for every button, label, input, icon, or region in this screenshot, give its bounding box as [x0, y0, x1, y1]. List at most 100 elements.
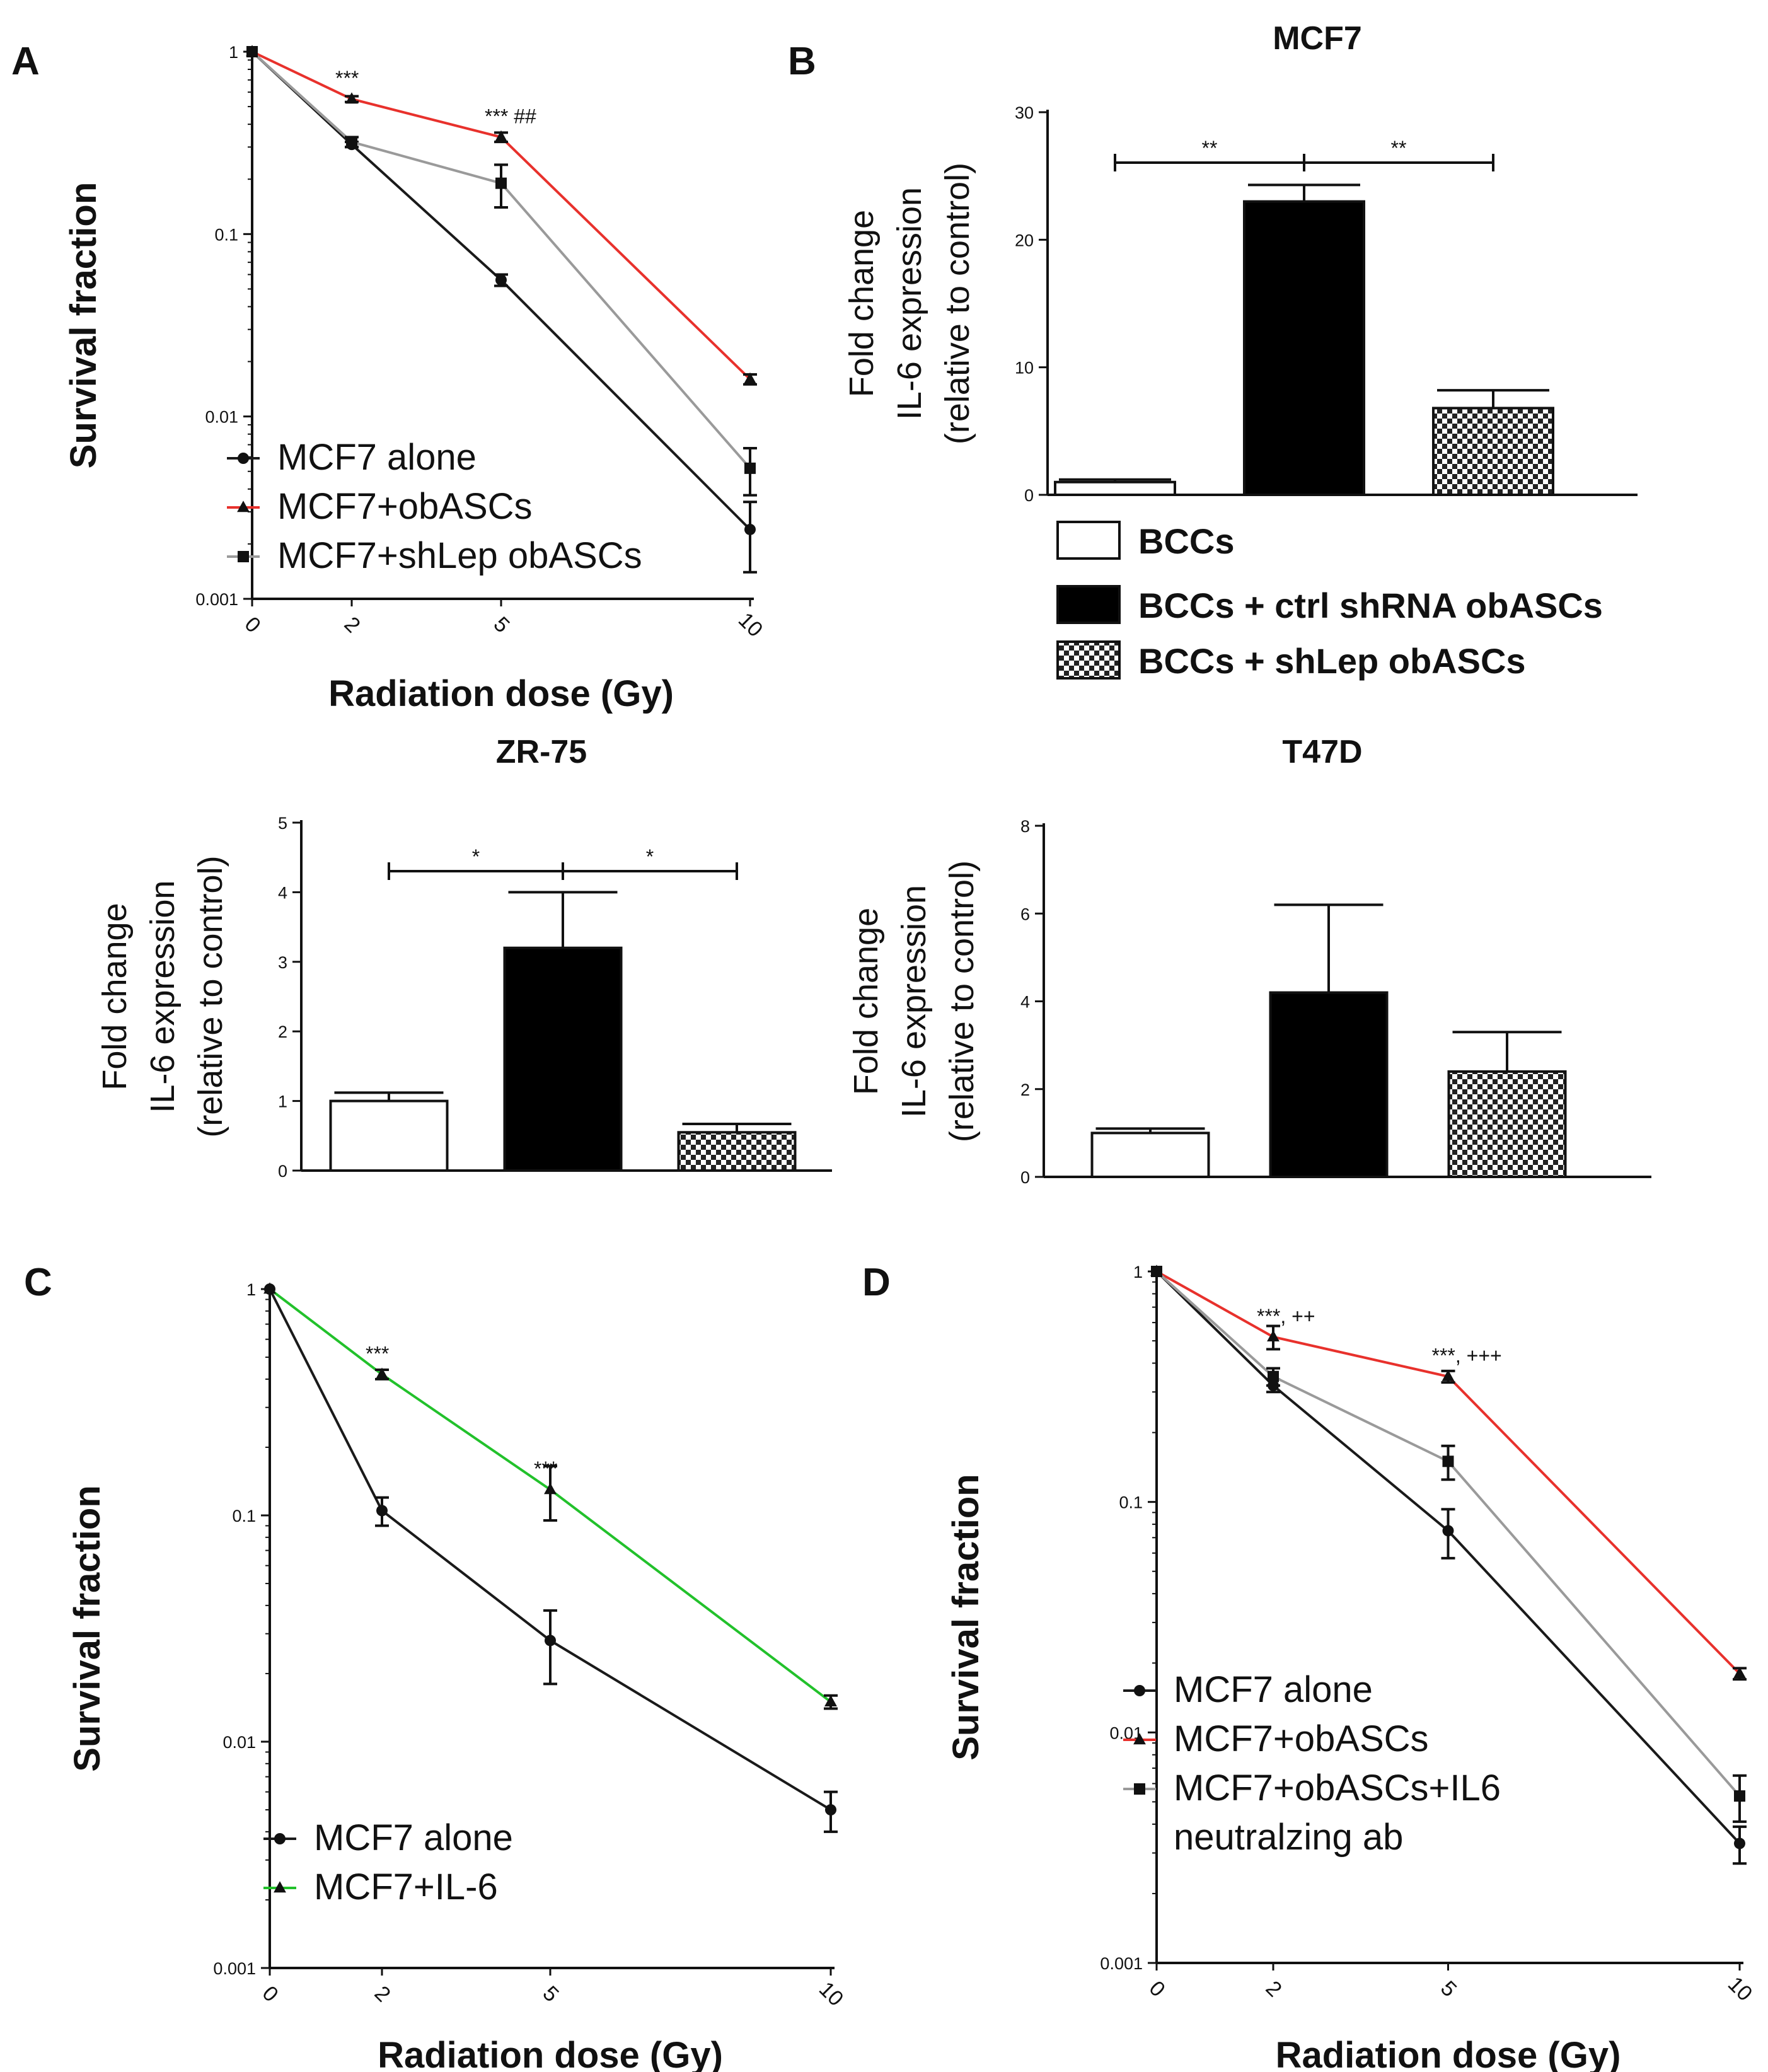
data-point [376, 1367, 388, 1379]
x-axis-label: Radiation dose (Gy) [328, 673, 674, 714]
y-tick-label: 0.001 [1100, 1954, 1143, 1973]
y-tick-label: 20 [1015, 231, 1034, 250]
y-axis-label-line: Fold change [96, 903, 134, 1090]
y-tick-label: 2 [278, 1022, 287, 1041]
data-point [346, 136, 357, 148]
y-tick-label: 0.001 [213, 1959, 256, 1978]
significance-annotation: *** ## [485, 105, 536, 128]
x-tick-label: 2 [1261, 1976, 1286, 2001]
y-tick-label: 10 [1015, 359, 1034, 378]
y-tick-label: 0 [1020, 1168, 1030, 1187]
x-tick-label: 10 [1723, 1972, 1757, 2006]
legend-label: BCCs + shLep obASCs [1138, 641, 1526, 681]
y-axis-label-line: IL-6 expression [895, 885, 933, 1118]
series-line-2 [1155, 1270, 1741, 1797]
significance-annotation: * [472, 845, 480, 868]
y-tick-label: 1 [1133, 1263, 1143, 1282]
series-line-1 [269, 1288, 832, 1703]
y-tick-label: 2 [1020, 1080, 1030, 1099]
series-line-0 [1155, 1270, 1741, 1844]
x-tick-label: 0 [1145, 1976, 1170, 2001]
y-axis-label-line: Fold change [843, 210, 881, 397]
legend-label: MCF7+shLep obASCs [277, 535, 642, 576]
y-tick-label: 8 [1020, 817, 1030, 836]
bar [1432, 407, 1554, 496]
significance-annotation: ***, +++ [1432, 1345, 1502, 1367]
y-tick-label: 1 [278, 1092, 287, 1111]
legend-swatch [1056, 640, 1121, 680]
legend-swatch [1056, 521, 1121, 560]
panel-label-a: A [11, 40, 40, 83]
data-point [1267, 1330, 1280, 1342]
bar [1243, 200, 1365, 496]
data-point [495, 177, 507, 189]
chart-title: ZR-75 [496, 734, 587, 770]
data-point [825, 1804, 836, 1816]
legend-label: BCCs [1138, 521, 1234, 561]
panel-label-d: D [862, 1261, 891, 1304]
panel-label-c: C [24, 1261, 52, 1304]
legend-label: MCF7 alone [1174, 1669, 1373, 1710]
y-axis-label: Survival fraction [67, 1485, 108, 1771]
x-tick-label: 10 [734, 608, 768, 642]
chart-title: T47D [1282, 734, 1362, 770]
significance-annotation: *** [366, 1342, 389, 1365]
data-point [495, 130, 507, 142]
legend-marker [1134, 1783, 1145, 1795]
legend-label: MCF7+obASCs [1174, 1718, 1429, 1759]
significance-annotation: *** [335, 67, 359, 90]
y-tick-label: 0.1 [232, 1507, 256, 1525]
y-tick-label: 0.01 [205, 408, 238, 427]
y-axis-label-line: (relative to control) [943, 860, 981, 1142]
legend-marker [238, 453, 249, 464]
legend-label: MCF7 alone [277, 437, 477, 478]
legend-label: neutralzing ab [1174, 1817, 1403, 1858]
significance-annotation: *** [534, 1457, 557, 1480]
legend-swatch [1056, 585, 1121, 624]
x-tick-label: 0 [240, 612, 265, 637]
data-point [1734, 1838, 1745, 1849]
data-point [376, 1505, 388, 1517]
data-point [744, 462, 756, 474]
y-tick-label: 4 [278, 883, 287, 902]
legend-marker [274, 1833, 286, 1844]
bar [1269, 991, 1389, 1178]
legend-panel-b: BCCs BCCs + ctrl shRNA obASCs BCCs + shLep… [1056, 521, 1603, 681]
series-line-0 [269, 1288, 832, 1811]
x-axis-label: Radiation dose (Gy) [378, 2035, 723, 2072]
y-axis-label: Survival fraction [63, 182, 104, 468]
panel-label-b: B [788, 40, 816, 83]
data-point [246, 46, 258, 57]
chart-panel-b-zr75: 0 1 2 3 4 5 ZR-75 Fold change IL-6 expression (re… [96, 734, 832, 1181]
series-line-2 [251, 50, 751, 470]
significance-annotation: ** [1202, 137, 1218, 159]
legend-label: MCF7+obASCs [277, 486, 533, 527]
data-point [495, 274, 507, 286]
y-tick-label: 0.01 [222, 1733, 256, 1752]
y-axis-label-line: Fold change [847, 908, 885, 1095]
data-point [744, 372, 756, 384]
bar [1447, 1070, 1567, 1179]
legend-label: MCF7 alone [314, 1817, 513, 1858]
y-tick-label: 0 [278, 1162, 287, 1181]
data-point [1734, 1790, 1745, 1802]
data-point [544, 1483, 557, 1495]
bar [329, 1099, 449, 1172]
y-tick-label: 0 [1024, 486, 1034, 505]
bar [503, 946, 623, 1172]
data-point [1151, 1266, 1162, 1277]
x-tick-label: 0 [258, 1981, 283, 2006]
y-tick-label: 0.1 [214, 225, 238, 244]
data-point [1268, 1370, 1279, 1382]
significance-annotation: ***, ++ [1257, 1305, 1315, 1328]
x-tick-label: 5 [489, 612, 514, 637]
bar [1090, 1131, 1210, 1178]
data-point [1442, 1369, 1455, 1381]
data-point [1442, 1525, 1454, 1537]
x-tick-label: 10 [814, 1977, 848, 2011]
significance-annotation: * [646, 845, 654, 868]
